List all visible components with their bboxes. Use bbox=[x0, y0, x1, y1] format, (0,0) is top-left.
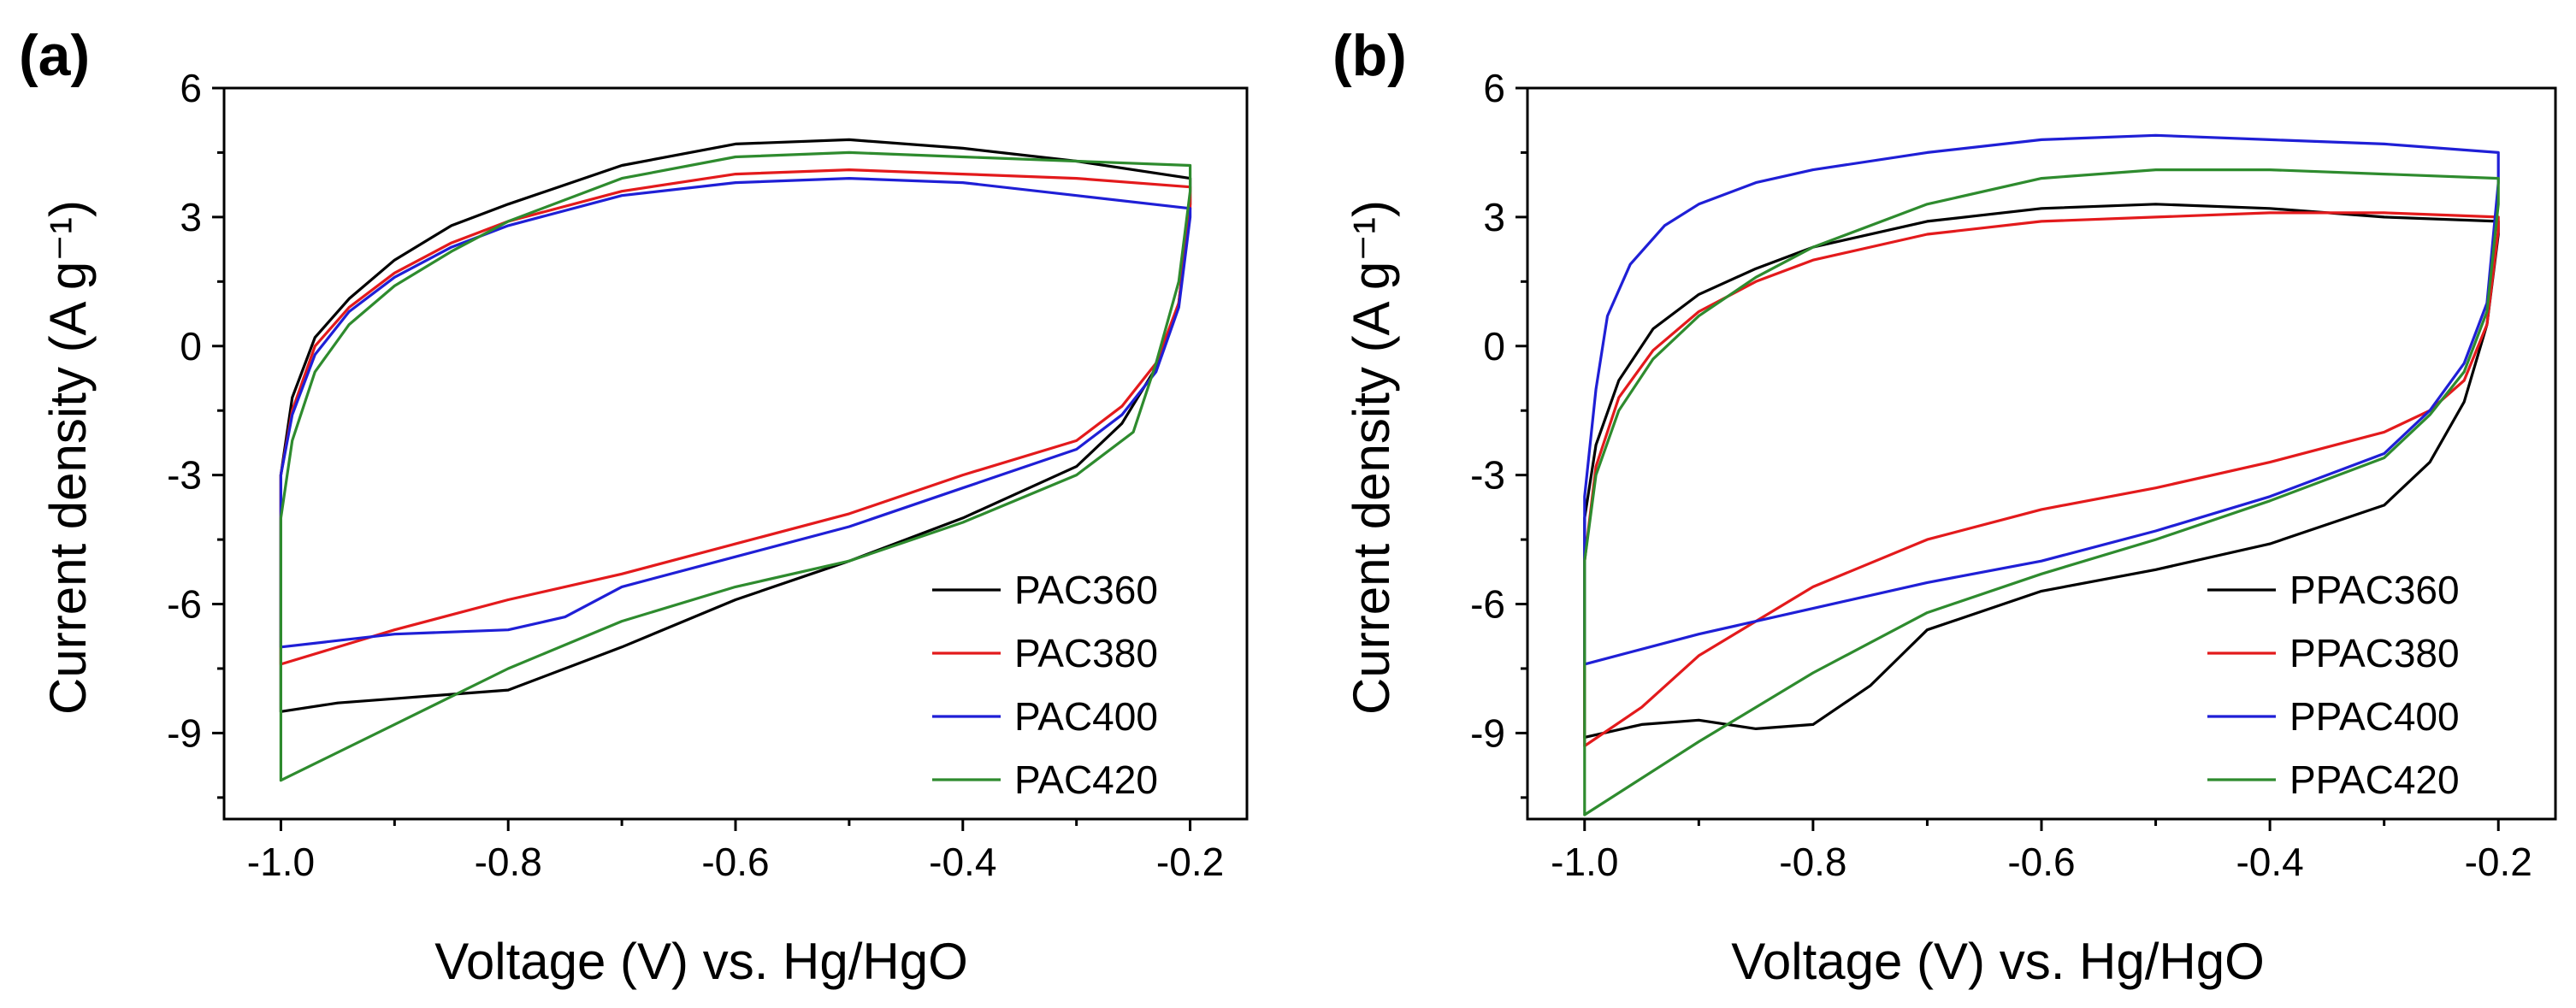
panel-label: (a) bbox=[19, 23, 90, 88]
x-axis-title: Voltage (V) vs. Hg/HgO bbox=[1731, 933, 2265, 990]
series-line-pac400 bbox=[279, 177, 1192, 649]
chart-panel-a: (a) Voltage (V) vs. Hg/HgO Current densi… bbox=[19, 23, 1249, 990]
y-tick-label: -6 bbox=[167, 582, 202, 627]
x-tick-label: -0.2 bbox=[2465, 840, 2532, 884]
legend-label-pac360: PAC360 bbox=[1014, 568, 1158, 612]
y-tick-label: 0 bbox=[1483, 324, 1505, 368]
y-axis-title: Current density (A g⁻¹) bbox=[39, 200, 97, 715]
x-tick-label: -1.0 bbox=[1551, 840, 1618, 884]
x-tick-label: -0.4 bbox=[929, 840, 996, 884]
y-tick-label: 0 bbox=[180, 324, 202, 368]
y-tick-label: -3 bbox=[1470, 453, 1505, 498]
series-line-pac420 bbox=[279, 150, 1192, 782]
legend-label-ppac380: PPAC380 bbox=[2289, 631, 2460, 675]
y-tick-label: -6 bbox=[1470, 582, 1505, 627]
x-tick-label: -1.0 bbox=[247, 840, 315, 884]
chart-a-canvas: (a) Voltage (V) vs. Hg/HgO Current densi… bbox=[19, 23, 1249, 990]
plot-area: -1.0 -0.8 -0.6 -0.4 -0.2 6 3 0 -3 -6 -9 PAC360 PAC38… bbox=[167, 66, 1249, 884]
legend-label-ppac420: PPAC420 bbox=[2289, 757, 2460, 802]
y-tick-label: 6 bbox=[1483, 66, 1505, 110]
y-tick-label: 6 bbox=[180, 66, 202, 110]
series-line-pac380 bbox=[279, 168, 1192, 666]
x-tick-label: -0.2 bbox=[1156, 840, 1224, 884]
x-tick-label: -0.4 bbox=[2236, 840, 2303, 884]
y-tick-label: 3 bbox=[180, 195, 202, 239]
legend-label-pac420: PAC420 bbox=[1014, 757, 1158, 802]
y-tick-label: -9 bbox=[1470, 710, 1505, 755]
legend-label-ppac360: PPAC360 bbox=[2289, 568, 2460, 612]
y-tick-label: -9 bbox=[167, 710, 202, 755]
legend-label-ppac400: PPAC400 bbox=[2289, 694, 2460, 739]
legend-label-pac400: PAC400 bbox=[1014, 694, 1158, 739]
legend-label-pac380: PAC380 bbox=[1014, 631, 1158, 675]
series-line-pac360 bbox=[279, 138, 1192, 713]
plot-area: -1.0 -0.8 -0.6 -0.4 -0.2 6 3 0 -3 -6 -9 PPAC360 PPAC… bbox=[1470, 66, 2557, 884]
series-line-ppac400 bbox=[1583, 133, 2500, 666]
x-tick-label: -0.8 bbox=[475, 840, 542, 884]
panel-label: (b) bbox=[1332, 23, 1407, 88]
y-tick-label: 3 bbox=[1483, 195, 1505, 239]
x-axis-title: Voltage (V) vs. Hg/HgO bbox=[434, 933, 968, 990]
x-tick-label: -0.8 bbox=[1779, 840, 1846, 884]
y-axis-title: Current density (A g⁻¹) bbox=[1343, 200, 1400, 715]
chart-panel-b: (b) Voltage (V) vs. Hg/HgO Current densi… bbox=[1288, 0, 2576, 1008]
y-tick-label: -3 bbox=[167, 453, 202, 498]
x-tick-label: -0.6 bbox=[2007, 840, 2075, 884]
x-tick-label: -0.6 bbox=[701, 840, 769, 884]
series-line-ppac420 bbox=[1583, 168, 2500, 816]
chart-b-canvas: (b) Voltage (V) vs. Hg/HgO Current densi… bbox=[1332, 23, 2557, 990]
